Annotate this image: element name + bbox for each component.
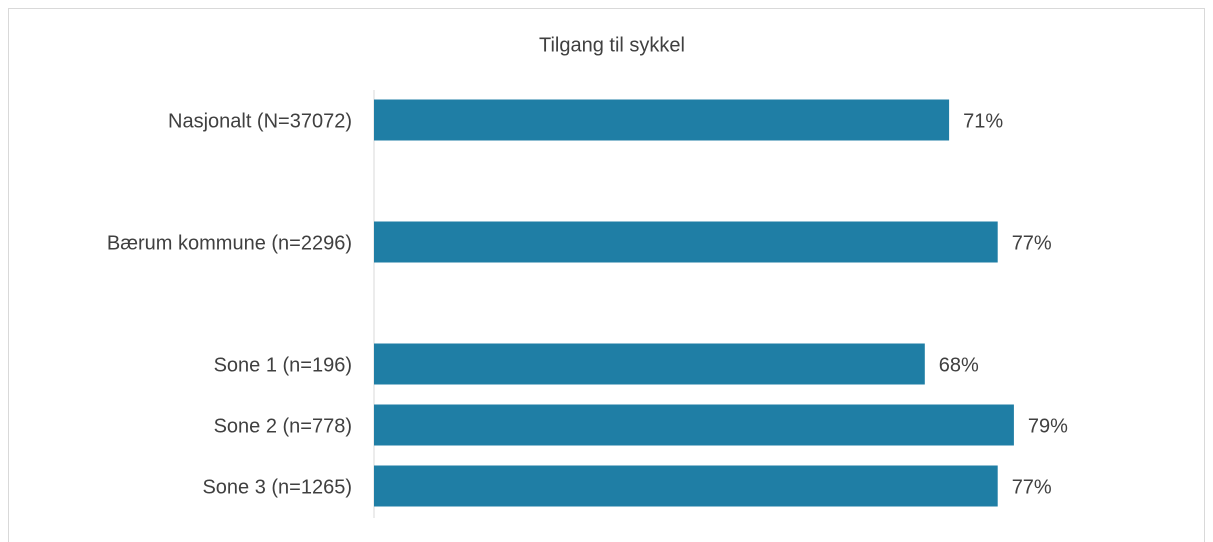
data-label: 79% xyxy=(1028,415,1068,437)
y-tick-label: Nasjonalt (N=37072) xyxy=(168,110,352,132)
bar xyxy=(374,404,1014,446)
bar xyxy=(374,99,950,141)
data-label: 77% xyxy=(1012,232,1052,254)
bar xyxy=(374,221,998,263)
chart-title: Tilgang til sykkel xyxy=(539,34,685,56)
y-tick-label: Sone 1 (n=196) xyxy=(214,354,352,376)
bar xyxy=(374,343,925,385)
chart-frame xyxy=(8,8,1205,542)
y-tick-label: Sone 2 (n=778) xyxy=(214,415,352,437)
bar xyxy=(374,465,998,507)
y-tick-label: Sone 3 (n=1265) xyxy=(202,476,352,498)
data-label: 77% xyxy=(1012,476,1052,498)
data-label: 68% xyxy=(939,354,979,376)
y-tick-label: Bærum kommune (n=2296) xyxy=(107,232,352,254)
data-label: 71% xyxy=(963,110,1003,132)
